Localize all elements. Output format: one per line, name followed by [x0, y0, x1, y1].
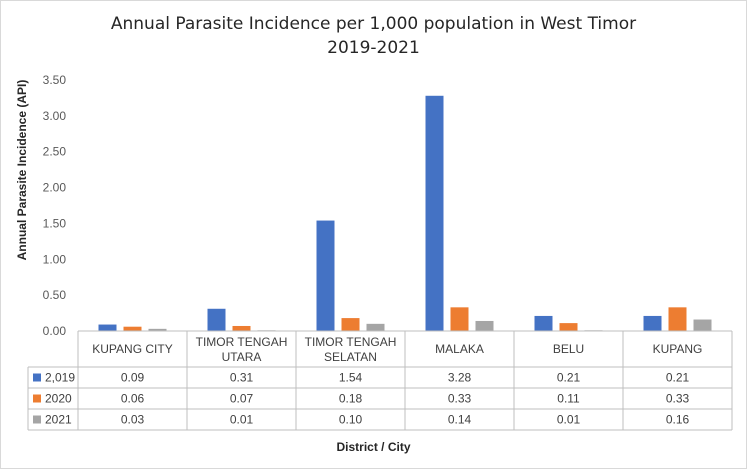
legend-label: 2021 — [45, 413, 72, 427]
y-axis-label: Annual Parasite Incidence (API) — [15, 79, 29, 261]
bar — [559, 323, 578, 331]
data-table-value: 1.54 — [339, 371, 363, 385]
data-table-value: 0.33 — [448, 392, 472, 406]
bar — [475, 320, 494, 331]
bar — [693, 319, 712, 331]
x-axis-label: District / City — [336, 440, 411, 454]
bar — [341, 318, 360, 331]
data-table-value: 0.01 — [557, 413, 581, 427]
bar — [534, 315, 553, 331]
data-table-value: 0.16 — [666, 413, 690, 427]
data-table-value: 0.03 — [121, 413, 145, 427]
legend-label: 2020 — [45, 392, 72, 406]
y-tick-label: 1.00 — [43, 252, 67, 266]
data-table-value: 0.09 — [121, 371, 145, 385]
data-table-value: 0.01 — [230, 413, 254, 427]
legend-label: 2,019 — [45, 371, 75, 385]
bar — [425, 95, 444, 331]
x-category-label: KUPANG CITY — [92, 342, 172, 356]
bar — [207, 308, 226, 331]
y-tick-label: 2.50 — [43, 145, 67, 159]
data-table-value: 0.18 — [339, 392, 363, 406]
bar — [366, 323, 385, 331]
bar — [98, 324, 117, 331]
bar — [668, 307, 687, 331]
data-table-value: 0.11 — [557, 392, 580, 406]
data-table-value: 0.10 — [339, 413, 363, 427]
legend-key — [33, 373, 41, 382]
x-category-label: UTARA — [222, 350, 262, 364]
x-category-label: TIMOR TENGAH — [305, 335, 397, 349]
bar — [148, 328, 167, 331]
bar — [316, 220, 335, 331]
chart-title-line-1: Annual Parasite Incidence per 1,000 popu… — [110, 14, 637, 34]
data-table-value: 0.06 — [121, 392, 145, 406]
chart-title-line-2: 2019-2021 — [327, 38, 420, 58]
y-tick-label: 3.50 — [43, 73, 67, 87]
y-tick-label: 1.50 — [43, 216, 67, 230]
chart-title: Annual Parasite Incidence per 1,000 popu… — [0, 12, 747, 60]
data-table-value: 0.31 — [230, 371, 254, 385]
x-category-label: KUPANG — [653, 342, 703, 356]
y-tick-label: 0.50 — [43, 288, 67, 302]
bar — [643, 315, 662, 331]
legend-key — [33, 415, 41, 424]
data-table-value: 0.21 — [666, 371, 690, 385]
x-category-label: MALAKA — [435, 342, 484, 356]
legend-key — [33, 394, 41, 403]
data-table-value: 0.33 — [666, 392, 690, 406]
y-tick-label: 0.00 — [43, 324, 67, 338]
data-table-value: 0.07 — [230, 392, 254, 406]
x-category-label: BELU — [553, 342, 584, 356]
y-tick-label: 3.00 — [43, 109, 67, 123]
x-category-label: TIMOR TENGAH — [196, 335, 288, 349]
x-category-label: SELATAN — [324, 350, 377, 364]
bar — [450, 307, 469, 331]
y-tick-label: 2.00 — [43, 181, 67, 195]
data-table-value: 3.28 — [448, 371, 472, 385]
data-table-value: 0.14 — [448, 413, 472, 427]
bar — [123, 326, 142, 331]
bar — [232, 325, 251, 331]
data-table-value: 0.21 — [557, 371, 581, 385]
